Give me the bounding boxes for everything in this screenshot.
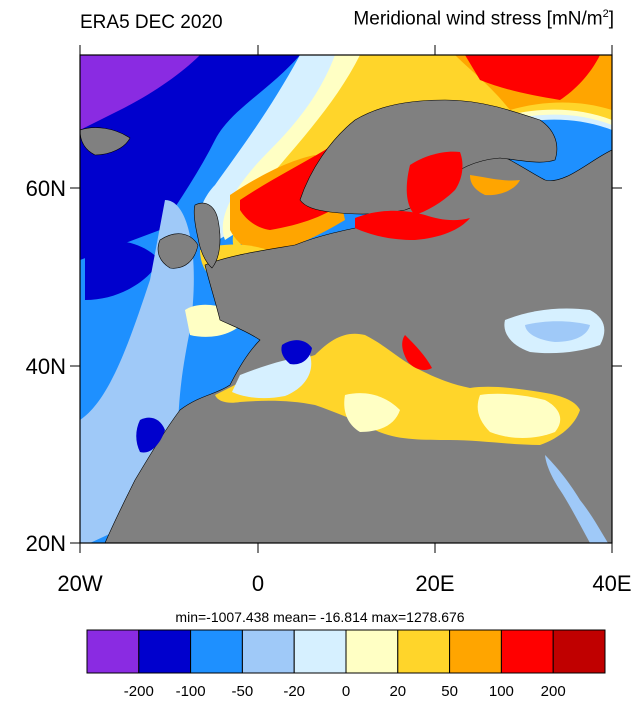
y-label-60n: 60N (26, 176, 66, 201)
colorbar-label: -50 (232, 683, 254, 700)
gulf-of-lion-strong-south (281, 340, 312, 365)
x-label-40e: 40E (592, 571, 631, 596)
field-statistics: min=-1007.438 mean= -16.814 max=1278.676 (175, 609, 465, 625)
map-title: ERA5 DEC 2020 (80, 12, 223, 33)
adriatic-strongest (402, 335, 432, 370)
colorbar-box (449, 629, 502, 674)
axis-ticks (70, 45, 622, 553)
colorbar-label: -200 (124, 683, 154, 700)
colorbar-box (190, 629, 243, 674)
colorbar-label: 0 (342, 683, 350, 700)
colorbar-box (397, 629, 451, 674)
x-label-20e: 20E (415, 571, 454, 596)
ocean-strong-south-flow (80, 55, 300, 260)
colorbar-label: -20 (283, 683, 305, 700)
ocean-mid-strong-flow (85, 241, 160, 300)
colorbar-box (500, 629, 554, 674)
eastern-med-weak (477, 393, 561, 438)
y-label-40n: 40N (26, 354, 66, 379)
colorbar-label: 100 (489, 683, 514, 700)
gulf-of-finland-strong (470, 175, 520, 196)
colorbar-label: 50 (441, 683, 458, 700)
colorbar-label: 200 (541, 683, 566, 700)
colorbar-label: 20 (389, 683, 406, 700)
iceland-land (80, 127, 131, 156)
x-label-0: 0 (252, 571, 264, 596)
britain-land (193, 202, 221, 269)
canary-strong-south (136, 417, 165, 453)
barents-strongest-band (465, 55, 600, 100)
black-sea-weak-south (525, 321, 590, 342)
red-sea-weak-south (545, 455, 608, 543)
baltic-south-strongest (355, 210, 470, 240)
unit-exponent: 2 (602, 8, 609, 20)
colorbar-box (552, 629, 606, 674)
baltic-strongest (406, 151, 463, 215)
ocean-strongest-south-flow (80, 55, 200, 130)
x-label-20w: 20W (57, 571, 102, 596)
colorbar: -200 -100 -50 -20 0 20 50 100 200 (86, 629, 606, 700)
colorbar-label: -100 (176, 683, 206, 700)
colorbar-box (345, 629, 399, 674)
colorbar-box (86, 629, 140, 674)
wind-stress-field (80, 55, 612, 543)
western-med-neutral (232, 355, 312, 399)
colorbar-box (293, 629, 347, 674)
colorbar-box (241, 629, 295, 674)
variable-title-close: ] (608, 8, 614, 30)
variable-title: Meridional wind stress [mN/m2] (353, 8, 614, 30)
variable-title-text: Meridional wind stress [mN/m (353, 8, 603, 30)
y-label-20n: 20N (26, 531, 66, 556)
central-med-weak (344, 393, 400, 432)
colorbar-box (138, 629, 192, 674)
ireland-land (157, 233, 199, 269)
map-frame (79, 54, 613, 544)
